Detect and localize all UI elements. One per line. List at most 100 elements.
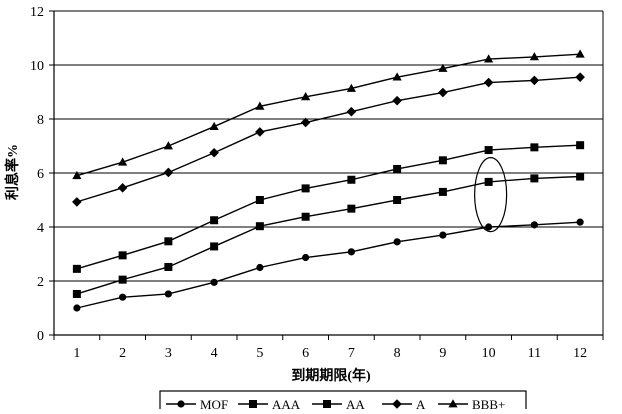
series-line-a: [76, 76, 581, 203]
data-point-mof: [210, 278, 218, 286]
x-tick-label: 5: [256, 346, 263, 361]
data-point-aa: [393, 164, 402, 173]
y-tick-label: 4: [37, 221, 44, 236]
data-point-bbb: [301, 92, 311, 101]
highlight-ellipse: [474, 157, 508, 233]
data-point-aa: [484, 146, 493, 155]
data-point-bbb: [118, 157, 128, 166]
legend-marker-a: [392, 399, 402, 409]
data-point-bbb: [392, 72, 402, 81]
data-point-aa: [347, 175, 356, 184]
data-point-mof: [485, 223, 493, 231]
legend-marker-aa: [323, 400, 331, 408]
legend-label-aa: AA: [346, 397, 365, 409]
data-point-a: [575, 72, 585, 82]
y-tick-label: 10: [30, 59, 44, 74]
y-axis-title: 利息率%: [4, 144, 21, 200]
data-point-aa: [210, 216, 219, 225]
data-point-aa: [255, 196, 264, 204]
data-point-mof: [119, 293, 127, 301]
data-point-a: [346, 106, 357, 117]
data-point-aaa: [210, 242, 219, 251]
data-point-mof: [256, 263, 264, 272]
series-line-aaa: [76, 175, 581, 295]
data-point-aaa: [530, 174, 539, 183]
x-tick-label: 2: [119, 346, 126, 361]
series-line-aa: [76, 144, 581, 270]
legend-marker-aaa: [249, 400, 257, 408]
data-point-aaa: [347, 204, 356, 213]
data-point-aaa: [438, 187, 447, 196]
data-point-a: [209, 147, 219, 158]
x-tick-label: 9: [439, 346, 446, 361]
data-point-mof: [393, 238, 401, 246]
legend-box: [159, 390, 527, 414]
data-point-aaa: [484, 177, 493, 186]
legend-marker-mof: [177, 400, 185, 408]
data-point-bbb: [255, 101, 265, 110]
y-tick-label: 12: [30, 5, 44, 20]
legend-label-mof: MOF: [200, 397, 228, 409]
data-point-aaa: [255, 222, 264, 231]
data-point-a: [255, 127, 265, 137]
gridlines: [54, 10, 603, 282]
data-point-a: [438, 87, 448, 98]
data-point-bbb: [163, 141, 173, 150]
data-point-mof: [73, 304, 81, 312]
data-point-aa: [301, 184, 310, 193]
x-tick-label: 10: [482, 346, 496, 361]
data-point-aa: [438, 156, 447, 165]
y-tick-label: 0: [37, 329, 44, 344]
axes: [49, 10, 604, 340]
y-tick-label: 8: [37, 113, 44, 128]
series-group: [72, 49, 585, 312]
data-point-bbb: [484, 54, 494, 63]
series-line-mof: [76, 221, 581, 309]
data-point-bbb: [529, 52, 539, 61]
x-tick-label: 11: [528, 346, 541, 361]
data-point-a: [163, 167, 174, 178]
data-point-a: [529, 75, 540, 86]
x-tick-label: 7: [348, 346, 355, 361]
data-point-bbb: [575, 49, 585, 58]
x-tick-label: 6: [302, 346, 309, 361]
legend-label-aaa: AAA: [272, 397, 301, 409]
data-point-a: [392, 95, 402, 106]
data-point-aa: [72, 264, 81, 273]
annotation-group: [474, 157, 508, 233]
data-point-bbb: [72, 170, 82, 180]
x-tick-label: 1: [73, 346, 80, 361]
data-point-aaa: [164, 262, 173, 271]
data-point-mof: [164, 290, 172, 298]
y-tick-label: 2: [37, 275, 44, 290]
data-point-mof: [347, 248, 355, 256]
data-point-bbb: [346, 83, 356, 92]
x-tick-label: 12: [573, 346, 587, 361]
data-point-a: [483, 77, 494, 88]
x-axis-title: 到期期限(年): [291, 367, 371, 384]
data-point-aaa: [72, 289, 81, 298]
data-point-aaa: [393, 196, 402, 204]
legend-label-a: A: [416, 397, 426, 409]
data-point-aaa: [576, 172, 585, 181]
series-line-bbb: [76, 53, 581, 177]
data-point-aa: [530, 143, 539, 152]
data-point-a: [117, 183, 128, 193]
data-point-bbb: [209, 121, 219, 130]
data-point-bbb: [438, 63, 448, 72]
data-point-mof: [302, 253, 310, 262]
data-point-mof: [576, 218, 584, 226]
legend-label-bbb: BBB+: [472, 397, 505, 409]
data-point-mof: [530, 221, 538, 229]
legend: MOF AAA AA A BBB+: [159, 390, 527, 414]
x-tick-label: 8: [394, 346, 401, 361]
data-point-mof: [439, 231, 447, 239]
data-point-aaa: [301, 212, 310, 221]
y-tick-label: 6: [37, 167, 44, 182]
data-point-a: [72, 197, 82, 207]
data-point-aa: [118, 251, 127, 260]
data-point-aa: [164, 237, 173, 246]
